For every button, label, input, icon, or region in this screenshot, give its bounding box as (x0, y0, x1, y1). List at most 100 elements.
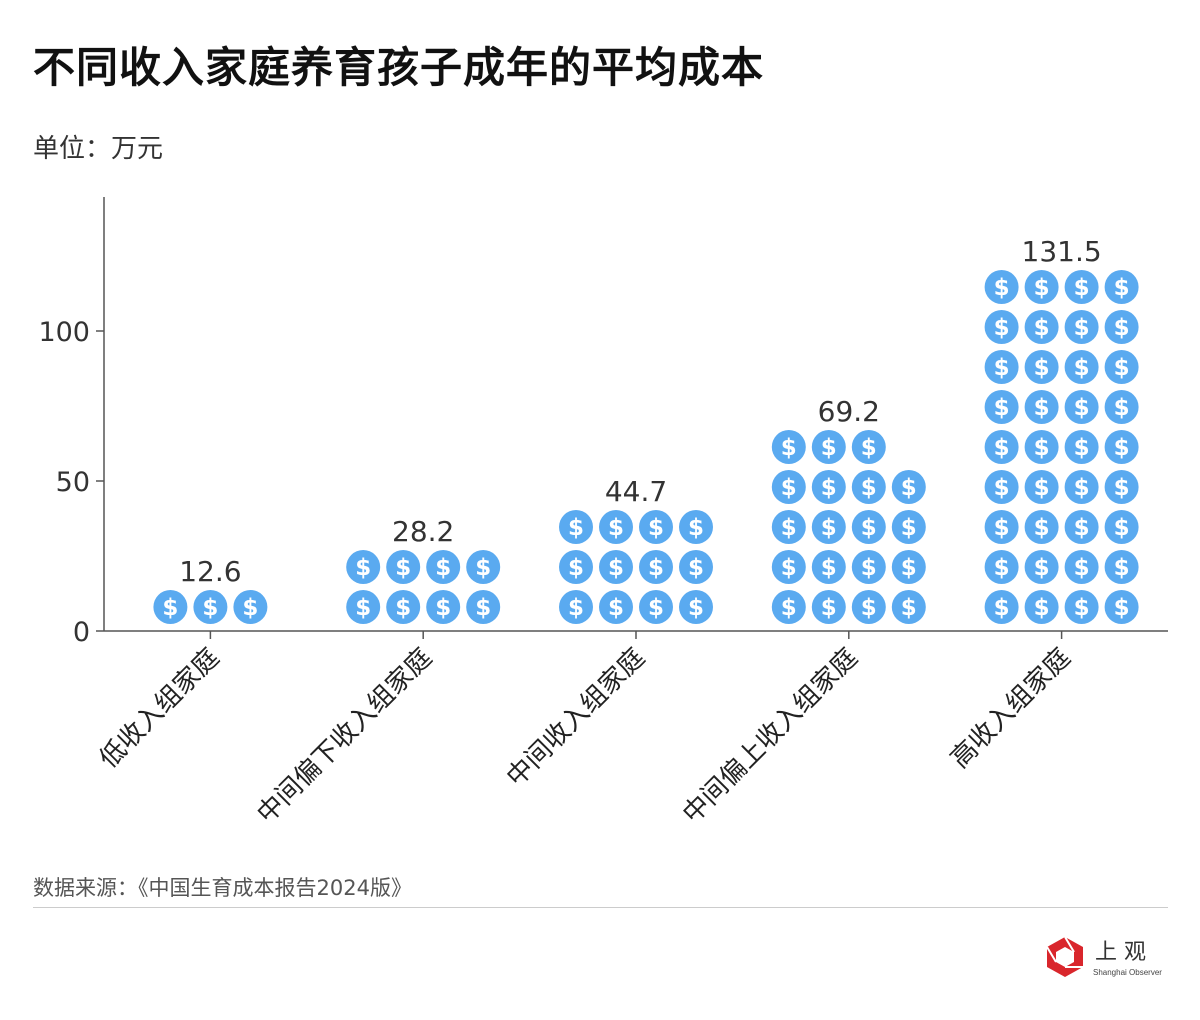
dollar-coin-icon: $ (984, 390, 1019, 424)
value-label: 69.2 (818, 395, 880, 428)
svg-text:$: $ (1034, 435, 1050, 461)
dollar-coin-icon: $ (891, 510, 926, 544)
pictogram-chart: 0 50 100 $ $ $12.6 低收入组家庭 $ $ $ $ $ $ $ $28.2 中间偏下收入组家庭… (38, 197, 1168, 830)
svg-text:$: $ (1034, 355, 1050, 381)
svg-text:$: $ (1114, 475, 1130, 501)
svg-text:$: $ (901, 515, 917, 541)
category-label: 中间偏上收入组家庭 (677, 643, 864, 830)
dollar-coin-icon: $ (1104, 350, 1139, 384)
dollar-coin-icon: $ (599, 550, 633, 584)
svg-text:$: $ (901, 555, 917, 581)
dollar-coin-icon: $ (1104, 310, 1139, 344)
dollar-coin-icon: $ (891, 550, 926, 584)
dollar-coin-icon: $ (426, 590, 461, 624)
svg-text:$: $ (901, 475, 917, 501)
dollar-coin-icon: $ (771, 470, 806, 504)
svg-text:Shanghai Observer: Shanghai Observer (1093, 968, 1162, 977)
svg-text:$: $ (994, 555, 1010, 581)
svg-text:$: $ (781, 515, 797, 541)
category-label: 高收入组家庭 (945, 643, 1077, 775)
svg-text:$: $ (1074, 595, 1090, 621)
dollar-coin-icon: $ (811, 510, 846, 544)
y-tick-label: 100 (38, 317, 90, 348)
dollar-coin-icon: $ (771, 510, 806, 544)
svg-text:$: $ (994, 395, 1010, 421)
dollar-coin-icon: $ (639, 550, 673, 584)
dollar-coin-icon: $ (559, 510, 593, 544)
svg-text:$: $ (688, 515, 704, 541)
category-label: 中间偏下收入组家庭 (251, 643, 438, 830)
svg-text:$: $ (475, 595, 491, 621)
svg-text:$: $ (781, 435, 797, 461)
svg-text:$: $ (475, 555, 491, 581)
svg-text:$: $ (648, 595, 664, 621)
dollar-coin-icon: $ (466, 550, 501, 584)
dollar-coin-icon: $ (1024, 470, 1059, 504)
y-tick-label: 0 (73, 617, 90, 648)
svg-text:$: $ (1074, 395, 1090, 421)
unit-label: 单位：万元 (33, 134, 164, 164)
svg-text:$: $ (162, 595, 178, 621)
dollar-coin-icon: $ (891, 470, 926, 504)
svg-text:$: $ (821, 515, 837, 541)
svg-text:$: $ (395, 555, 411, 581)
dollar-coin-icon: $ (1064, 310, 1099, 344)
category-label: 低收入组家庭 (94, 643, 226, 775)
dollar-coin-icon: $ (153, 590, 188, 624)
svg-text:$: $ (568, 595, 584, 621)
svg-text:$: $ (861, 475, 877, 501)
dollar-coin-icon: $ (851, 550, 886, 584)
svg-text:$: $ (901, 595, 917, 621)
dollar-coin-icon: $ (1064, 270, 1099, 304)
dollar-coin-icon: $ (599, 590, 633, 624)
source-note: 数据来源：《中国生育成本报告2024版》 (33, 876, 412, 900)
dollar-coin-icon: $ (984, 590, 1019, 624)
value-label: 44.7 (605, 475, 667, 508)
svg-text:$: $ (821, 555, 837, 581)
dollar-coin-icon: $ (984, 430, 1019, 464)
dollar-coin-icon: $ (851, 470, 886, 504)
svg-text:$: $ (648, 555, 664, 581)
page-title: 不同收入家庭养育孩子成年的平均成本 (33, 43, 765, 92)
dollar-coin-icon: $ (1104, 510, 1139, 544)
dollar-coin-icon: $ (984, 470, 1019, 504)
dollar-coin-icon: $ (984, 310, 1019, 344)
svg-text:$: $ (1034, 595, 1050, 621)
svg-text:$: $ (688, 595, 704, 621)
svg-text:$: $ (1034, 555, 1050, 581)
svg-text:$: $ (1074, 355, 1090, 381)
svg-text:$: $ (994, 435, 1010, 461)
dollar-coin-icon: $ (1104, 470, 1139, 504)
dollar-coin-icon: $ (771, 590, 806, 624)
dollar-coin-icon: $ (679, 590, 713, 624)
svg-text:$: $ (1034, 395, 1050, 421)
category-label: 中间收入组家庭 (501, 643, 651, 793)
dollar-coin-icon: $ (599, 510, 633, 544)
svg-text:$: $ (1034, 275, 1050, 301)
dollar-coin-icon: $ (679, 510, 713, 544)
dollar-coin-icon: $ (1064, 510, 1099, 544)
svg-text:$: $ (994, 595, 1010, 621)
dollar-coin-icon: $ (1024, 510, 1059, 544)
dollar-coin-icon: $ (1064, 430, 1099, 464)
svg-text:$: $ (994, 315, 1010, 341)
svg-text:$: $ (1074, 435, 1090, 461)
svg-text:$: $ (1034, 515, 1050, 541)
svg-text:$: $ (608, 515, 624, 541)
svg-text:$: $ (568, 515, 584, 541)
dollar-coin-icon: $ (811, 430, 846, 464)
svg-text:$: $ (994, 275, 1010, 301)
svg-text:$: $ (1034, 315, 1050, 341)
dollar-coin-icon: $ (771, 550, 806, 584)
svg-text:$: $ (1114, 315, 1130, 341)
svg-text:$: $ (395, 595, 411, 621)
dollar-coin-icon: $ (851, 590, 886, 624)
dollar-coin-icon: $ (851, 510, 886, 544)
dollar-coin-icon: $ (1024, 270, 1059, 304)
svg-text:$: $ (1034, 475, 1050, 501)
svg-text:$: $ (1114, 355, 1130, 381)
dollar-coin-icon: $ (1024, 590, 1059, 624)
dollar-coin-icon: $ (193, 590, 228, 624)
dollar-coin-icon: $ (233, 590, 268, 624)
dollar-coin-icon: $ (639, 510, 673, 544)
